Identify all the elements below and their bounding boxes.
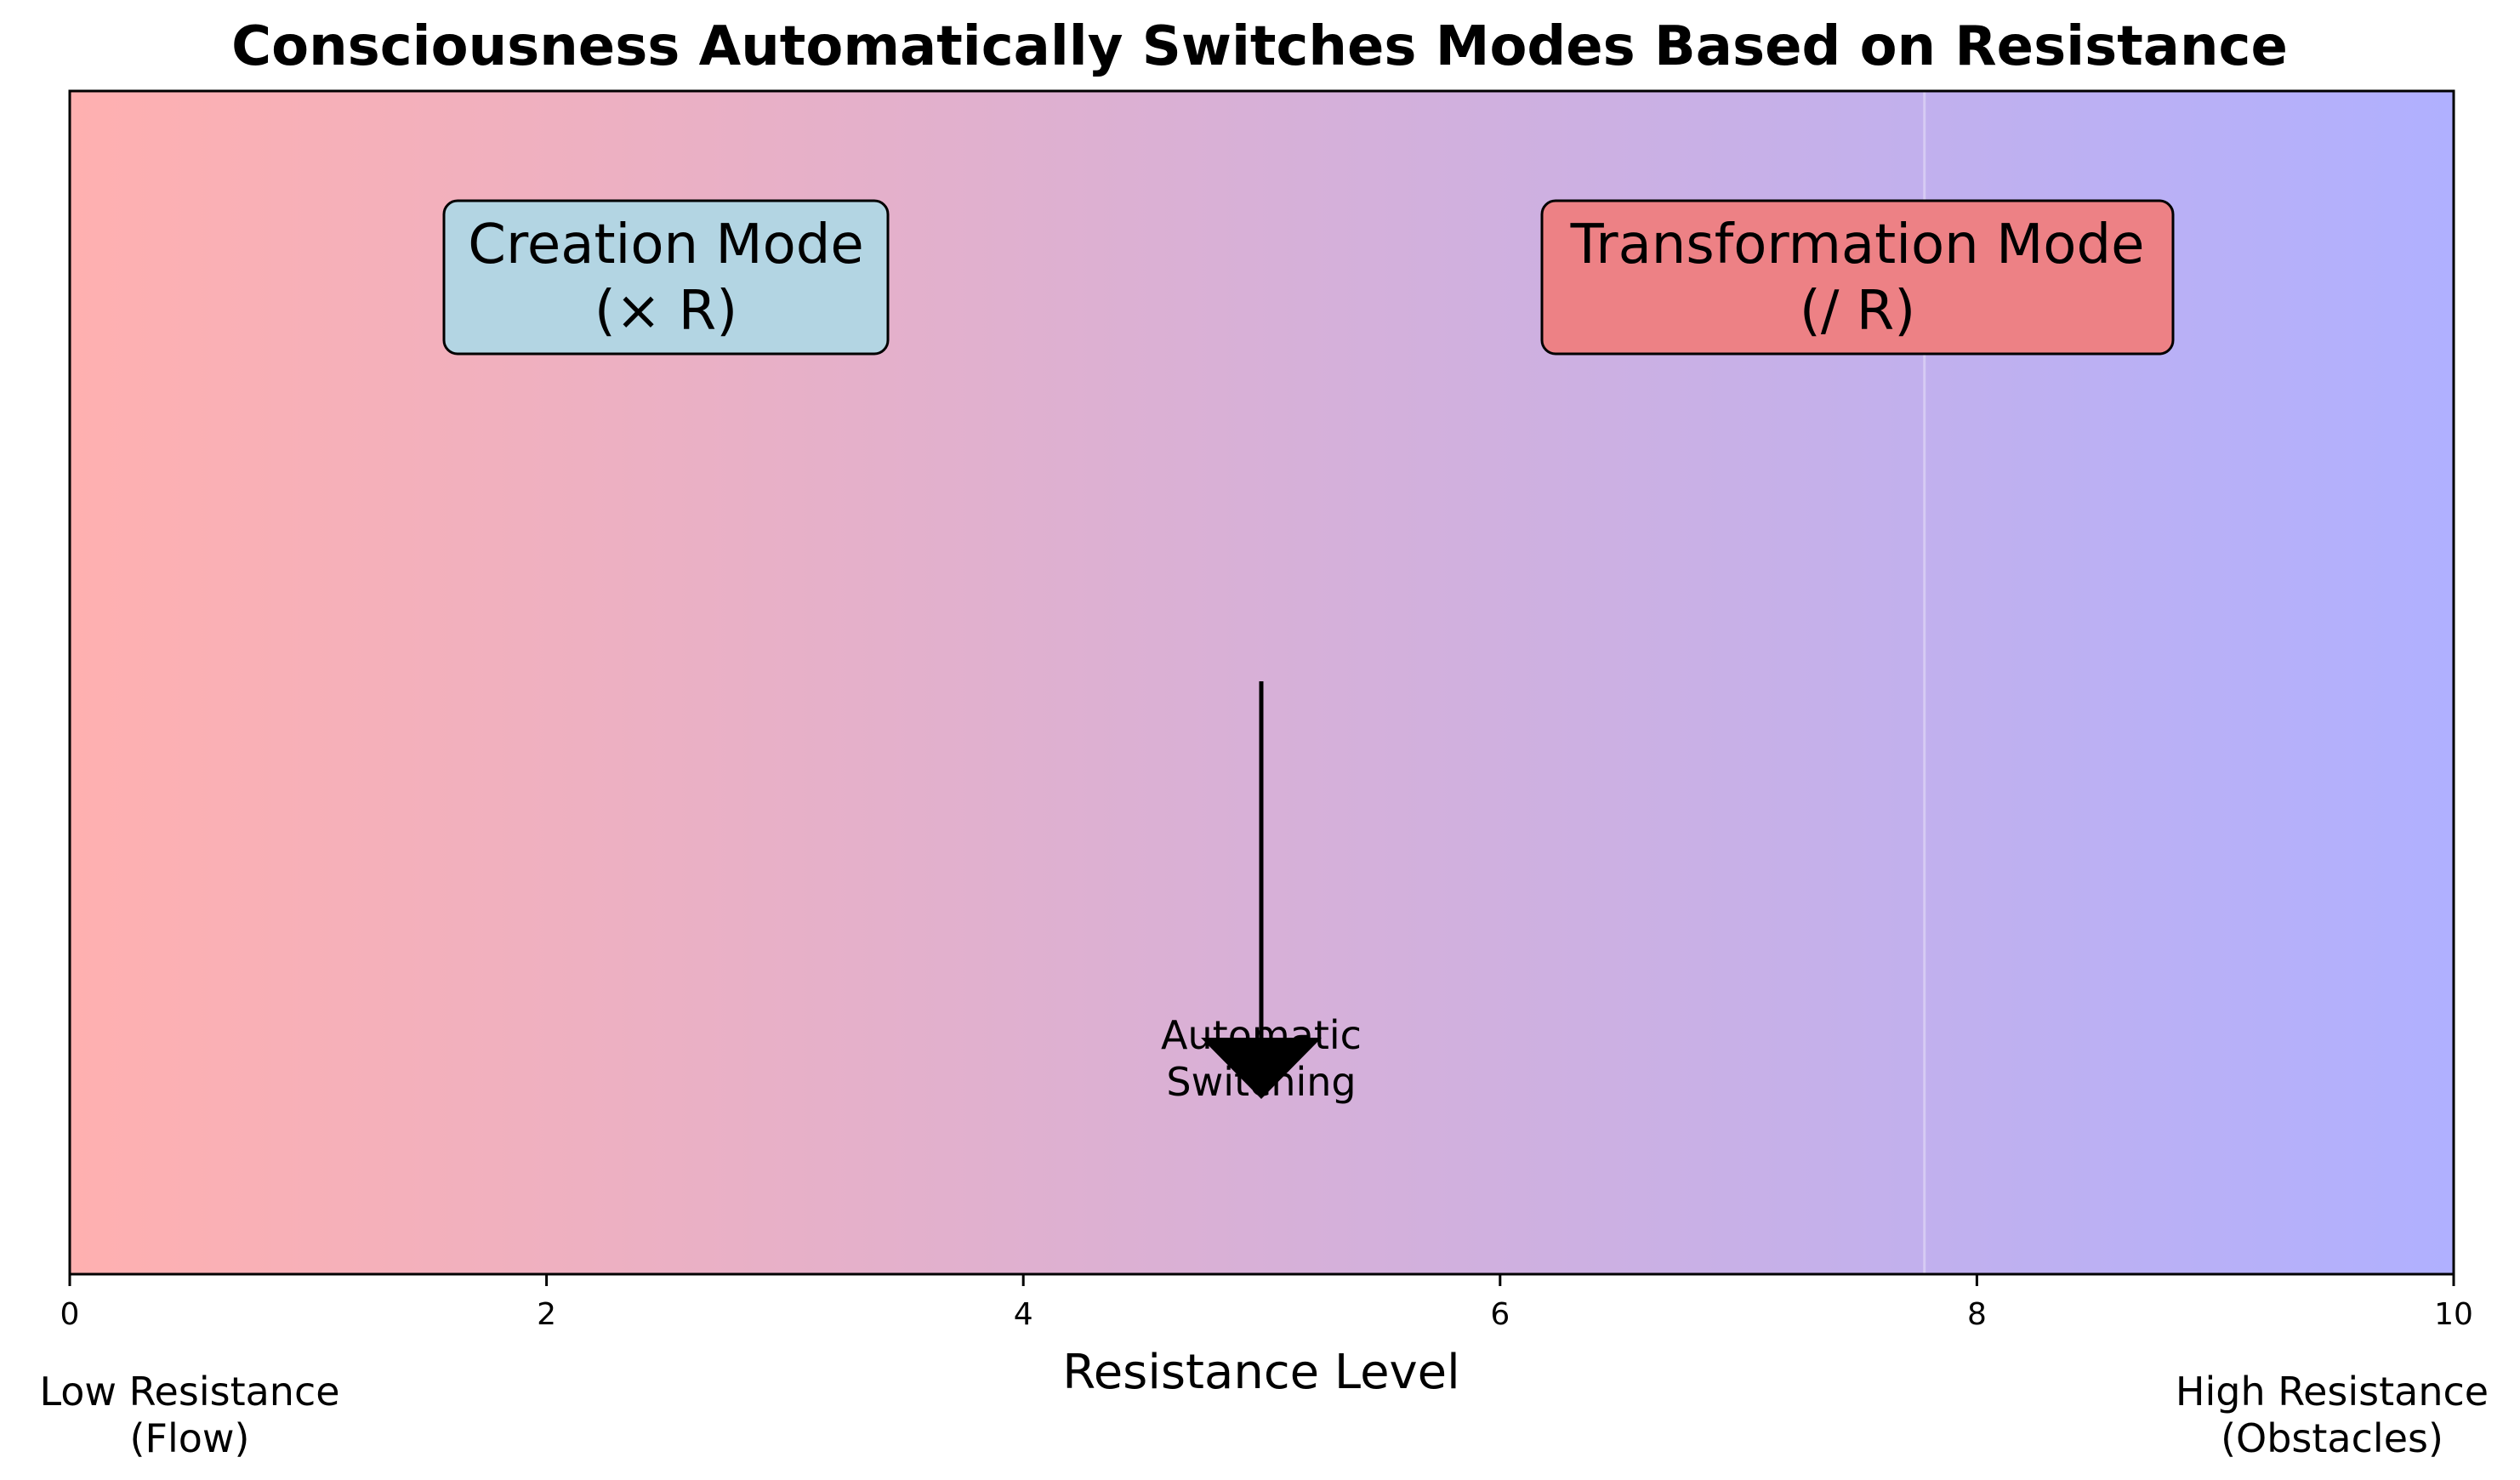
x-tick-label: 4 [1014,1297,1033,1332]
transformation-mode-operator: (/ R) [1800,280,1915,343]
plot-frame [68,89,2455,1276]
x-tick-label: 8 [1967,1297,1987,1332]
low-resistance-label: Low Resistance [39,1369,339,1415]
x-tick-label: 6 [1490,1297,1510,1332]
creation-mode-operator: (× R) [594,280,737,343]
x-tick-label: 2 [537,1297,556,1332]
high-resistance-label: High Resistance [2176,1369,2489,1415]
creation-mode-box: Creation Mode (× R) [442,199,890,356]
x-tick-label: 10 [2434,1297,2473,1332]
transformation-mode-label: Transformation Mode [1570,213,2145,276]
transformation-mode-box-background [1540,199,2175,356]
switching-arrowhead-icon [1201,1038,1322,1099]
x-tick-label: 0 [60,1297,80,1332]
x-axis-label: Resistance Level [1062,1345,1459,1400]
low-resistance-sublabel: (Flow) [130,1415,250,1461]
switching-label-line1: Automatic [1161,1012,1362,1058]
switching-label-line2: Switching [1166,1059,1356,1105]
transformation-mode-box: Transformation Mode (/ R) [1540,199,2175,356]
switching-arrow [1201,681,1322,1099]
creation-mode-label: Creation Mode [468,213,864,276]
chart-title: Consciousness Automatically Switches Mod… [231,15,2288,78]
x-axis-ticks: 0 2 4 6 8 10 [60,1274,2473,1332]
creation-mode-box-background [442,199,890,356]
high-resistance-sublabel: (Obstacles) [2221,1415,2443,1461]
